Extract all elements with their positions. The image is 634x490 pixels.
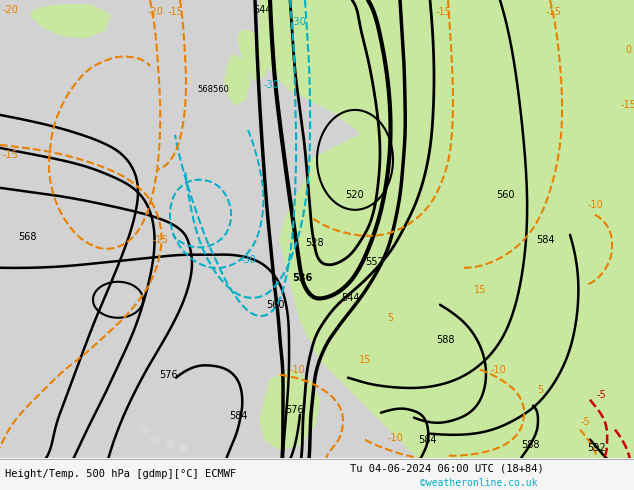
Polygon shape bbox=[295, 0, 370, 45]
Text: 584: 584 bbox=[229, 411, 247, 420]
Text: 576: 576 bbox=[286, 405, 304, 415]
Text: -15: -15 bbox=[545, 7, 561, 17]
Text: 560: 560 bbox=[266, 300, 284, 310]
Polygon shape bbox=[0, 458, 634, 490]
Text: Height/Temp. 500 hPa [gdmp][°C] ECMWF: Height/Temp. 500 hPa [gdmp][°C] ECMWF bbox=[5, 469, 236, 479]
Text: 5: 5 bbox=[387, 313, 393, 323]
Text: -5: -5 bbox=[580, 416, 590, 427]
Text: -30: -30 bbox=[240, 255, 256, 265]
Polygon shape bbox=[238, 30, 270, 80]
Text: -15: -15 bbox=[152, 235, 168, 245]
Text: -15: -15 bbox=[620, 100, 634, 110]
Text: -30: -30 bbox=[290, 17, 306, 27]
Text: -10: -10 bbox=[289, 365, 305, 375]
Text: 15: 15 bbox=[474, 285, 486, 295]
Text: 576: 576 bbox=[158, 369, 178, 380]
Circle shape bbox=[179, 443, 187, 452]
Text: -15: -15 bbox=[435, 7, 451, 17]
Text: -20: -20 bbox=[2, 5, 18, 15]
Text: 560: 560 bbox=[496, 190, 514, 200]
Text: 0: 0 bbox=[625, 45, 631, 55]
Text: -15: -15 bbox=[2, 150, 18, 160]
Text: 588: 588 bbox=[436, 335, 454, 345]
Circle shape bbox=[141, 426, 149, 434]
Text: 15: 15 bbox=[359, 355, 371, 365]
Text: -10: -10 bbox=[490, 365, 506, 375]
Circle shape bbox=[151, 436, 159, 443]
Text: -30: -30 bbox=[263, 80, 279, 90]
Text: 568: 568 bbox=[18, 232, 36, 242]
Circle shape bbox=[166, 441, 174, 449]
Polygon shape bbox=[260, 0, 634, 150]
Text: 568560: 568560 bbox=[197, 85, 229, 95]
Text: -10: -10 bbox=[587, 200, 603, 210]
Text: 520: 520 bbox=[346, 190, 365, 200]
Text: Tu 04-06-2024 06:00 UTC (18+84): Tu 04-06-2024 06:00 UTC (18+84) bbox=[350, 464, 544, 474]
Text: -20: -20 bbox=[147, 7, 163, 17]
Text: 592: 592 bbox=[586, 442, 605, 453]
Text: -15: -15 bbox=[167, 7, 183, 17]
Text: 528: 528 bbox=[305, 238, 323, 248]
Text: 552: 552 bbox=[366, 257, 384, 267]
Text: -5: -5 bbox=[596, 390, 606, 400]
Polygon shape bbox=[0, 0, 634, 460]
Text: 544: 544 bbox=[340, 293, 359, 303]
Polygon shape bbox=[280, 115, 634, 460]
Text: ©weatheronline.co.uk: ©weatheronline.co.uk bbox=[420, 478, 538, 488]
Text: 584: 584 bbox=[418, 435, 436, 444]
Polygon shape bbox=[260, 0, 634, 210]
Polygon shape bbox=[225, 55, 250, 105]
Text: 588: 588 bbox=[521, 440, 540, 450]
Polygon shape bbox=[30, 5, 110, 38]
Polygon shape bbox=[260, 369, 320, 450]
Text: -10: -10 bbox=[387, 433, 403, 442]
Text: 536: 536 bbox=[292, 273, 312, 283]
Text: 5: 5 bbox=[537, 385, 543, 394]
Text: 544: 544 bbox=[253, 5, 271, 15]
Text: 584: 584 bbox=[536, 235, 554, 245]
